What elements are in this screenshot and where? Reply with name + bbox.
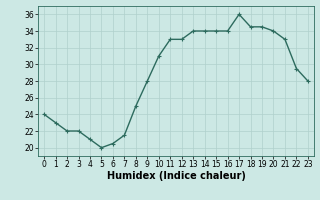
X-axis label: Humidex (Indice chaleur): Humidex (Indice chaleur) [107,171,245,181]
